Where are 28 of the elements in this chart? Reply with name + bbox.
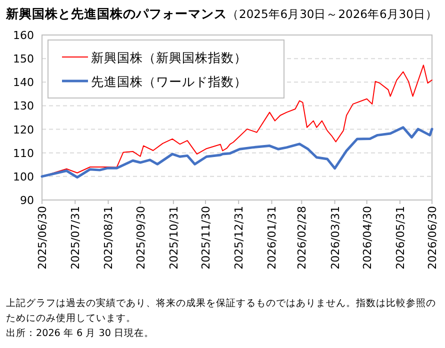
x-tick-label: 2026/06/30: [426, 206, 439, 270]
y-tick-label: 140: [13, 76, 34, 90]
x-tick-label: 2025/07/31: [69, 206, 82, 270]
x-tick-label: 2026/01/31: [266, 206, 279, 270]
y-tick-label: 110: [13, 146, 34, 160]
y-tick-label: 130: [13, 100, 34, 113]
x-tick-label: 2025/09/30: [134, 206, 148, 270]
x-tick-label: 2026/04/30: [360, 206, 374, 270]
chart-title: 新興国株と先進国株のパフォーマンス: [6, 6, 227, 21]
y-tick-label: 120: [13, 123, 34, 136]
x-tick-label: 2025/12/31: [232, 206, 246, 270]
x-tick-label: 2025/10/31: [167, 206, 180, 270]
y-tick-label: 160: [13, 29, 34, 42]
x-tick-label: 2025/11/30: [199, 206, 212, 270]
x-tick-label: 2026/05/31: [394, 206, 407, 270]
x-tick-label: 2025/08/31: [102, 206, 116, 270]
x-tick-label: 2026/03/31: [328, 206, 342, 270]
legend-label: 先進国株（ワールド指数）: [91, 74, 247, 89]
line-series: [40, 126, 434, 179]
chart-subtitle: （2025年6月30日～2026年6月30日）: [227, 7, 438, 21]
text: 出所：2026 年 6 月 30 日現在。: [6, 327, 155, 341]
legend-label: 新興国株（新興国株指数）: [91, 50, 247, 65]
y-tick-label: 100: [13, 170, 34, 184]
y-tick-label: 150: [13, 52, 34, 66]
x-tick-label: 2026/02/28: [296, 206, 309, 270]
y-tick-label: 90: [20, 194, 34, 207]
text: 上記グラフは過去の実績であり、将来の成果を保証するものではありません。指数は比較参照のためにのみ使用しています。: [6, 297, 437, 326]
x-tick-label: 2025/06/30: [36, 206, 49, 270]
